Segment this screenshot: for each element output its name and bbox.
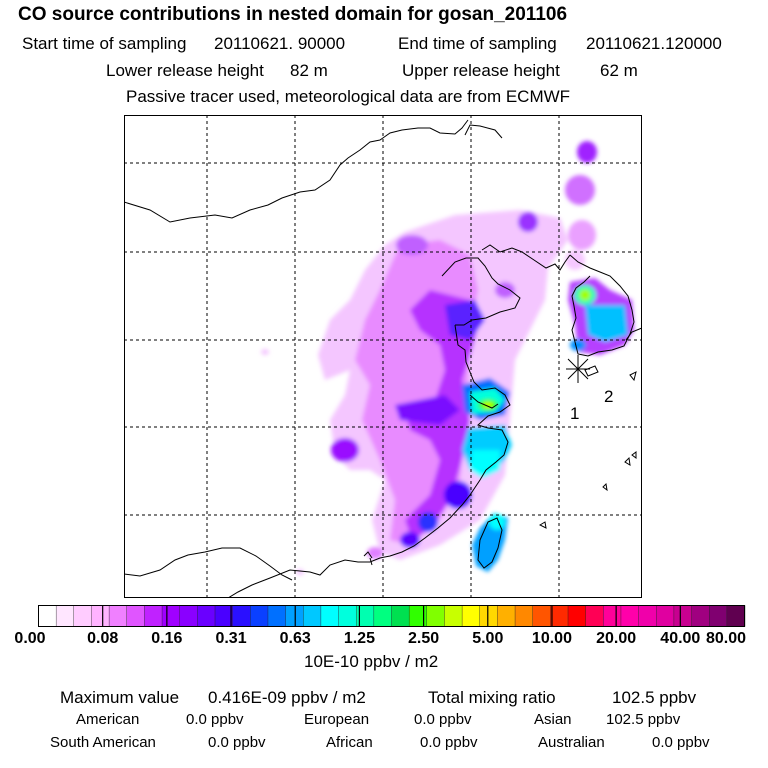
colorbar-cell xyxy=(232,605,251,627)
colorbar-cell xyxy=(338,605,357,627)
colorbar-cell xyxy=(497,605,516,627)
colorbar-cell xyxy=(303,605,322,627)
colorbar-cell xyxy=(197,605,216,627)
colorbar-cell xyxy=(673,605,693,627)
region-value: 0.0 ppbv xyxy=(652,734,710,751)
colorbar-tick-label: 40.00 xyxy=(660,630,701,647)
region-value: 102.5 ppbv xyxy=(606,711,681,728)
colorbar-cell xyxy=(620,605,640,627)
start-time-value: 20110621. 90000 xyxy=(214,34,346,53)
colorbar-cell xyxy=(550,605,569,627)
total-mixing-value: 102.5 ppbv xyxy=(612,688,697,707)
colorbar-cell xyxy=(532,605,552,627)
colorbar-tick-label: 0.00 xyxy=(14,630,46,647)
colorbar-tick-label: 10.00 xyxy=(531,630,572,647)
colorbar-cell xyxy=(567,605,587,627)
colorbar-cell xyxy=(638,605,657,627)
end-time-value: 20110621.120000 xyxy=(586,34,722,53)
colorbar-cell xyxy=(267,605,287,627)
region-name: European xyxy=(304,711,370,728)
lower-height-label: Lower release height xyxy=(106,61,264,80)
asterisk-marker xyxy=(566,355,590,383)
region-value: 0.0 ppbv xyxy=(208,734,266,751)
colorbar-cell xyxy=(161,605,181,627)
colorbar-cell xyxy=(391,605,410,627)
colorbar-cell xyxy=(320,605,340,627)
start-time-label: Start time of sampling xyxy=(22,34,187,53)
colorbar-cell xyxy=(73,605,93,627)
colorbar-tick-label: 0.08 xyxy=(87,630,119,647)
upper-height-value: 62 m xyxy=(600,61,638,80)
page-title: CO source contributions in nested domain… xyxy=(18,4,568,25)
max-value: 0.416E-09 ppbv / m2 xyxy=(208,688,366,707)
colorbar-cell xyxy=(444,605,463,627)
max-value-label: Maximum value xyxy=(60,688,180,707)
region-value: 0.0 ppbv xyxy=(414,711,472,728)
total-mixing-label: Total mixing ratio xyxy=(428,688,556,707)
colorbar-cell xyxy=(726,605,746,627)
map-frame xyxy=(124,115,642,598)
colorbar-cell xyxy=(214,605,234,627)
region-value: 0.0 ppbv xyxy=(186,711,244,728)
colorbar-units: 10E-10 ppbv / m2 xyxy=(304,652,439,671)
concentration-field xyxy=(261,141,634,575)
colorbar-cell xyxy=(691,605,710,627)
region-name: American xyxy=(76,711,140,728)
colorbar-tick-label: 20.00 xyxy=(596,630,637,647)
colorbar-frame xyxy=(38,605,745,627)
colorbar-tick-label: 2.50 xyxy=(408,630,440,647)
colorbar-cell xyxy=(426,605,446,627)
region-name: Australian xyxy=(538,734,605,751)
upper-height-label: Upper release height xyxy=(402,61,560,80)
colorbar-tick-label: 0.31 xyxy=(215,630,247,647)
colorbar-tick-label: 0.16 xyxy=(151,630,183,647)
point-label-2: 2 xyxy=(604,387,613,406)
colorbar-cell xyxy=(514,605,534,627)
colorbar-cell xyxy=(38,605,57,627)
point-label-1: 1 xyxy=(570,404,579,423)
colorbar-tick-label: 0.63 xyxy=(279,630,311,647)
colorbar-cell xyxy=(91,605,110,627)
region-name: African xyxy=(326,734,373,751)
colorbar-tick-label: 5.00 xyxy=(472,630,504,647)
colorbar-cell xyxy=(373,605,393,627)
lower-height-value: 82 m xyxy=(290,61,328,80)
colorbar-cell xyxy=(179,605,199,627)
coastlines xyxy=(124,119,642,598)
colorbar-cell xyxy=(108,605,128,627)
colorbar-cell xyxy=(603,605,622,627)
colorbar-cell xyxy=(585,605,605,627)
colorbar-cell xyxy=(250,605,269,627)
region-value: 0.0 ppbv xyxy=(420,734,478,751)
colorbar-cell xyxy=(461,605,481,627)
end-time-label: End time of sampling xyxy=(398,34,557,53)
colorbar-cell xyxy=(709,605,728,627)
tracer-note: Passive tracer used, meteorological data… xyxy=(126,87,571,106)
region-name: Asian xyxy=(534,711,572,728)
region-name: South American xyxy=(50,734,156,751)
colorbar-cell xyxy=(408,605,428,627)
colorbar-cell xyxy=(55,605,75,627)
colorbar-cell xyxy=(479,605,499,627)
colorbar-cell xyxy=(126,605,146,627)
colorbar-tick-label: 1.25 xyxy=(343,630,375,647)
colorbar-cell xyxy=(144,605,163,627)
map-gridlines xyxy=(124,115,642,598)
colorbar-tick-label: 80.00 xyxy=(705,630,747,647)
colorbar-cell xyxy=(656,605,675,627)
